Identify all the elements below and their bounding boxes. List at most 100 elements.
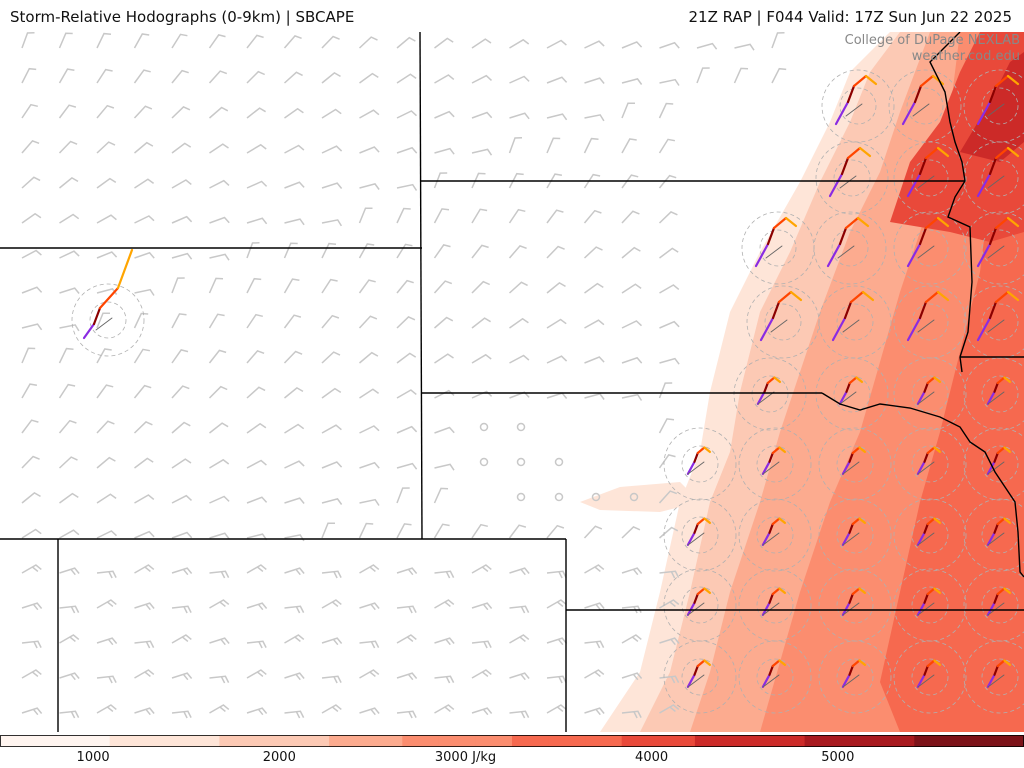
colorbar-swatch [402,735,440,747]
wind-barb [58,456,78,469]
hodograph-ring [981,87,1019,125]
wind-barb [396,352,417,364]
hodograph-segment [923,664,929,676]
wind-barb [584,319,605,329]
wind-barb [546,392,568,399]
wind-barb [584,707,605,716]
wind-barb [321,570,342,579]
storm-motion-vector [687,532,705,546]
wind-barb [734,43,755,51]
wind-barb [321,387,342,399]
hodograph-ring [981,229,1019,267]
wind-barb [659,78,680,86]
wind-barb [59,710,80,719]
hodograph-segment [858,587,867,595]
storm-motion-vector [687,461,705,475]
wind-barb [96,312,111,329]
wind-barb [208,349,227,364]
wind-barb [321,461,343,469]
wind-barb [659,675,680,684]
wind-barb [584,40,605,49]
hodograph-segment [993,451,999,463]
colorbar-swatch [731,735,769,747]
hodograph-ring [751,375,789,413]
colorbar-swatch [877,735,915,747]
wind-barb [208,70,228,84]
storm-motion-vector [842,674,860,688]
wind-barb [471,74,493,84]
colorbar-swatch [512,735,550,747]
wind-barb [283,314,302,329]
wind-barb [621,526,641,539]
hodograph-segment [831,316,847,342]
hodograph-segment [848,376,858,385]
wind-barb [396,523,412,539]
hodograph-segment [693,522,699,534]
wind-barb [321,35,340,49]
wind-barb [96,637,118,646]
wind-barb [246,34,264,49]
wind-barb [358,315,378,329]
hodograph-segment [918,226,928,246]
wind-barb [283,242,298,259]
wind-barb [133,384,152,399]
wind-barb [96,384,114,399]
wind-barb [396,279,414,294]
storm-motion-vector [987,175,1005,189]
wind-barb [471,172,486,189]
wind-barb [133,105,153,119]
wind-barb [59,567,80,576]
wind-barb [771,67,787,84]
wind-barb [209,216,230,224]
wind-barb [59,250,80,259]
wind-barb [508,137,523,154]
hodograph-ring [681,445,719,483]
wind-barb [546,599,567,609]
wind-barb [171,215,193,224]
wind-barb [284,423,305,434]
hodograph-ring [836,445,874,483]
wind-barb [209,637,230,646]
wind-barb [96,704,117,714]
hodograph-segment [933,376,942,383]
hodograph-segment [703,587,712,595]
hodograph-segment [851,446,861,455]
hodograph-segment [763,381,769,393]
hodograph-segment [843,300,853,320]
colorbar-swatch [914,735,952,747]
wind-barb [171,349,189,364]
wind-barb [96,570,117,579]
hodograph-segment [852,74,868,88]
hodograph-ring [759,229,797,267]
storm-motion-vector [845,103,863,117]
hodograph-segment [926,446,936,455]
hodograph-segment [768,522,774,534]
wind-barb [134,530,155,539]
wind-barb [658,138,676,154]
hodograph-segment [916,601,926,617]
hodograph-ring [893,427,967,501]
hodograph-segment [913,84,923,104]
hodograph-segment [773,376,782,383]
wind-barb [284,144,305,154]
map-panel[interactable] [0,32,1024,732]
hodograph-segment [693,592,699,604]
wind-barb [134,288,155,296]
wind-barb [434,110,455,119]
hodograph-segment [986,601,996,617]
wind-barb [21,176,41,189]
wind-barb [358,207,373,224]
wind-barb [433,487,449,504]
wind-barb [133,312,149,329]
hodograph-ring [833,159,871,197]
hodograph-ring [836,658,874,696]
storm-motion-vector [762,461,780,475]
wind-barb [509,672,530,681]
wind-barb [284,386,304,399]
hodograph-segment [777,290,793,304]
storm-motion-vector [917,175,935,189]
colorbar-swatch [36,735,74,747]
wind-barb [321,599,342,609]
wind-barb [396,567,418,576]
hodograph-ring [836,516,874,554]
